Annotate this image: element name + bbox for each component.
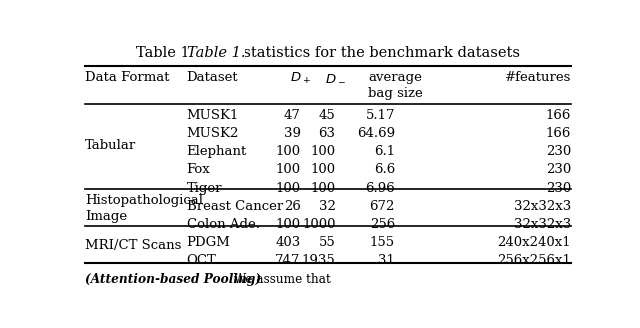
Text: Elephant: Elephant: [187, 145, 247, 158]
Text: 230: 230: [546, 145, 571, 158]
Text: MUSK1: MUSK1: [187, 109, 239, 122]
Text: Breast Cancer: Breast Cancer: [187, 200, 283, 213]
Text: 256x256x1: 256x256x1: [497, 254, 571, 267]
Text: 100: 100: [310, 145, 335, 158]
Text: 256: 256: [370, 218, 395, 231]
Text: 403: 403: [275, 236, 301, 249]
Text: Table 1.  Data statistics for the benchmark datasets: Table 1. Data statistics for the benchma…: [136, 46, 520, 60]
Text: 100: 100: [276, 145, 301, 158]
Text: (Attention-based Pooling): (Attention-based Pooling): [85, 273, 261, 286]
Text: 32x32x3: 32x32x3: [514, 200, 571, 213]
Text: Histopathological
Image: Histopathological Image: [85, 194, 203, 223]
Text: 100: 100: [310, 163, 335, 176]
Text: 47: 47: [284, 109, 301, 122]
Text: Colon Ade.: Colon Ade.: [187, 218, 260, 231]
Text: 64.69: 64.69: [357, 127, 395, 140]
Text: 166: 166: [546, 109, 571, 122]
Text: 230: 230: [546, 182, 571, 195]
Text: 6.96: 6.96: [365, 182, 395, 195]
Text: 32x32x3: 32x32x3: [514, 218, 571, 231]
Text: 26: 26: [284, 200, 301, 213]
Text: 6.6: 6.6: [374, 163, 395, 176]
Text: 45: 45: [319, 109, 335, 122]
Text: 1000: 1000: [302, 218, 335, 231]
Text: 166: 166: [546, 127, 571, 140]
Text: 63: 63: [319, 127, 335, 140]
Text: $D_+$: $D_+$: [291, 71, 311, 86]
Text: We assume that: We assume that: [227, 273, 331, 286]
Text: 32: 32: [319, 200, 335, 213]
Text: PDGM: PDGM: [187, 236, 230, 249]
Text: 6.1: 6.1: [374, 145, 395, 158]
Text: 672: 672: [369, 200, 395, 213]
Text: 31: 31: [378, 254, 395, 267]
Text: 747: 747: [275, 254, 301, 267]
Text: 155: 155: [370, 236, 395, 249]
Text: 230: 230: [546, 163, 571, 176]
Text: $D_-$: $D_-$: [325, 71, 346, 84]
Text: 5.17: 5.17: [365, 109, 395, 122]
Text: MUSK2: MUSK2: [187, 127, 239, 140]
Text: 240x240x1: 240x240x1: [497, 236, 571, 249]
Text: average
bag size: average bag size: [367, 71, 422, 100]
Text: Fox: Fox: [187, 163, 211, 176]
Text: 39: 39: [284, 127, 301, 140]
Text: 100: 100: [310, 182, 335, 195]
Text: Data Format: Data Format: [85, 71, 170, 84]
Text: #features: #features: [505, 71, 571, 84]
Text: 1935: 1935: [301, 254, 335, 267]
Text: Table 1.: Table 1.: [187, 46, 245, 60]
Text: Tiger: Tiger: [187, 182, 222, 195]
Text: Dataset: Dataset: [187, 71, 238, 84]
Text: OCT: OCT: [187, 254, 216, 267]
Text: MRI/CT Scans: MRI/CT Scans: [85, 239, 181, 252]
Text: 55: 55: [319, 236, 335, 249]
Text: 100: 100: [276, 218, 301, 231]
Text: 100: 100: [276, 182, 301, 195]
Text: 100: 100: [276, 163, 301, 176]
Text: Tabular: Tabular: [85, 139, 136, 152]
